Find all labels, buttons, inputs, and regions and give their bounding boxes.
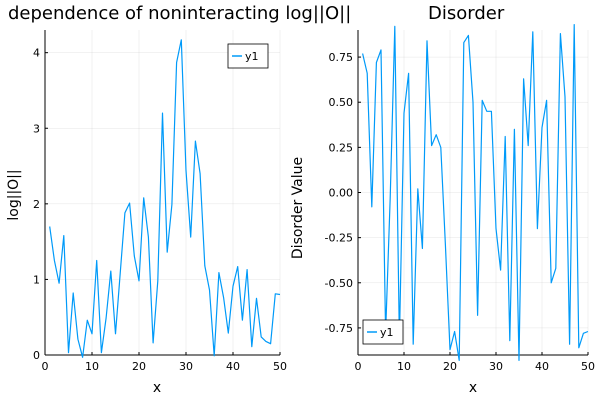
left-y-axis-label: log||O|| (6, 169, 22, 220)
left-y-tick-label: 3 (33, 122, 40, 135)
right-y-tick-label: 0.00 (329, 187, 354, 200)
left-y-tick-label: 4 (33, 47, 40, 60)
right-y-axis-label: Disorder Value (290, 157, 306, 259)
left-x-axis-label: x (153, 380, 161, 396)
left-y-tick-label: 1 (33, 273, 40, 286)
left-y-tick-label: 2 (33, 198, 40, 211)
left-x-tick-label: 0 (42, 360, 49, 373)
right-y-tick-label: -0.75 (325, 322, 353, 335)
right-x-axis-label: x (469, 380, 477, 396)
right-x-tick-label: 20 (443, 360, 457, 373)
right-legend-label: y1 (380, 326, 394, 339)
left-x-tick-label: 10 (85, 360, 99, 373)
right-series-line-y1 (362, 24, 589, 361)
left-chart-title: dependence of noninteracting log||O|| (8, 3, 351, 24)
right-x-tick-label: 30 (489, 360, 503, 373)
left-x-tick-label: 30 (179, 360, 193, 373)
right-y-tick-label: -0.25 (325, 232, 353, 245)
right-y-tick-label: 0.25 (329, 141, 354, 154)
left-legend-label: y1 (245, 50, 259, 63)
left-x-tick-label: 40 (226, 360, 240, 373)
left-series-line-y1 (49, 39, 281, 358)
right-y-tick-label: 0.75 (329, 51, 354, 64)
left-y-tick-label: 0 (33, 349, 40, 362)
right-y-tick-label: 0.50 (329, 96, 354, 109)
right-x-tick-label: 10 (397, 360, 411, 373)
left-x-tick-label: 50 (273, 360, 287, 373)
left-x-tick-label: 20 (132, 360, 146, 373)
right-x-tick-label: 40 (535, 360, 549, 373)
right-y-tick-label: -0.50 (325, 277, 353, 290)
right-x-tick-label: 0 (355, 360, 362, 373)
right-x-tick-label: 50 (581, 360, 595, 373)
right-chart-title: Disorder (428, 3, 505, 24)
